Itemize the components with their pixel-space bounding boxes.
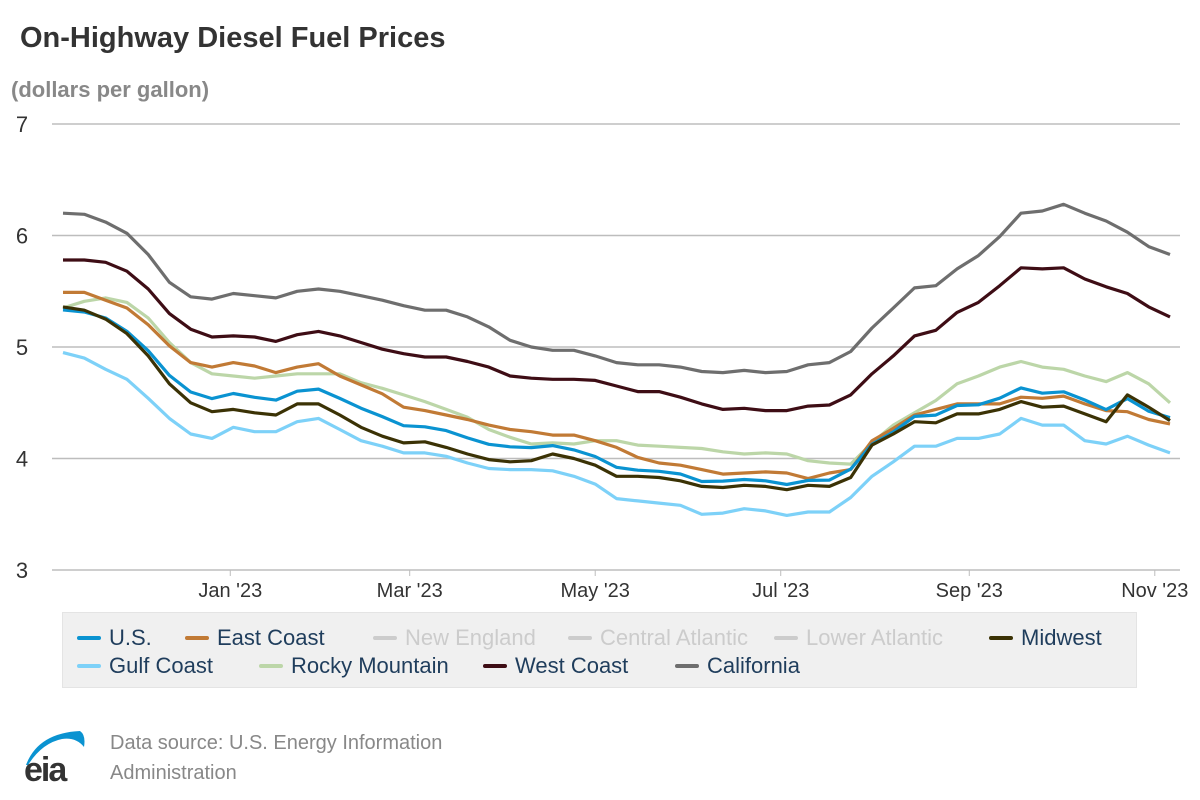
series-line-u-s xyxy=(62,308,1171,487)
data-source-line1: Data source: U.S. Energy Information xyxy=(110,732,443,754)
legend-item-east-coast[interactable]: East Coast xyxy=(185,625,325,651)
legend-swatch xyxy=(675,664,699,668)
legend-item-new-england[interactable]: New England xyxy=(373,625,536,651)
legend-swatch xyxy=(259,664,283,668)
legend-swatch xyxy=(77,636,101,640)
legend-swatch xyxy=(483,664,507,668)
series-lines xyxy=(62,202,1172,518)
legend-label: California xyxy=(707,653,800,678)
legend-label: Lower Atlantic xyxy=(806,625,943,650)
legend-label: Central Atlantic xyxy=(600,625,748,650)
legend-item-lower-atlantic[interactable]: Lower Atlantic xyxy=(774,625,943,651)
legend-label: West Coast xyxy=(515,653,629,678)
legend-label: Rocky Mountain xyxy=(291,653,449,678)
x-tick-label: Nov '23 xyxy=(1121,580,1188,602)
svg-text:eia: eia xyxy=(24,751,68,785)
legend-item-rocky-mountain[interactable]: Rocky Mountain xyxy=(259,653,449,679)
legend-swatch xyxy=(568,636,592,640)
legend: U.S. East Coast New England Central Atla… xyxy=(62,612,1137,688)
legend-item-west-coast[interactable]: West Coast xyxy=(483,653,628,679)
legend-label: East Coast xyxy=(217,625,325,650)
y-tick-label: 6 xyxy=(16,224,28,249)
y-tick-label: 4 xyxy=(16,447,28,472)
legend-item-california[interactable]: California xyxy=(675,653,800,679)
x-tick-label: Jul '23 xyxy=(752,580,809,602)
legend-item-midwest[interactable]: Midwest xyxy=(989,625,1102,651)
legend-label: Gulf Coast xyxy=(109,653,213,678)
y-tick-label: 5 xyxy=(16,335,28,360)
line-chart: 3 4 5 6 7 Jan '23 Mar '23 May '23 Jul '23 Sep '2… xyxy=(16,112,1189,602)
y-tick-label: 3 xyxy=(16,558,28,583)
x-tick-label: Jan '23 xyxy=(198,580,262,602)
legend-label: New England xyxy=(405,625,536,650)
data-source-line2: Administration xyxy=(110,762,237,784)
legend-item-us[interactable]: U.S. xyxy=(77,625,152,651)
legend-label: Midwest xyxy=(1021,625,1102,650)
y-axis-unit-label: (dollars per gallon) xyxy=(11,77,210,102)
x-axis-ticks: Jan '23 Mar '23 May '23 Jul '23 Sep '23 Nov '… xyxy=(198,570,1188,602)
legend-item-gulf-coast[interactable]: Gulf Coast xyxy=(77,653,213,679)
x-tick-label: Mar '23 xyxy=(377,580,443,602)
gridlines xyxy=(52,123,1180,571)
y-tick-label: 7 xyxy=(16,112,28,137)
series-line-west-coast xyxy=(63,258,1171,413)
data-source: Data source: U.S. Energy Information Adm… xyxy=(110,728,442,788)
legend-item-central-atlantic[interactable]: Central Atlantic xyxy=(568,625,748,651)
series-line-midwest xyxy=(62,305,1171,492)
legend-swatch xyxy=(77,664,101,668)
series-line-rocky-mountain xyxy=(62,296,1172,466)
x-tick-label: Sep '23 xyxy=(936,580,1003,602)
series-line-gulf-coast xyxy=(62,351,1171,518)
legend-swatch xyxy=(185,636,209,640)
y-axis-ticks: 3 4 5 6 7 xyxy=(16,112,28,583)
chart-title: On-Highway Diesel Fuel Prices xyxy=(20,22,446,54)
series-line-california xyxy=(62,202,1171,375)
eia-logo: eia xyxy=(24,731,85,785)
legend-swatch xyxy=(774,636,798,640)
legend-swatch xyxy=(989,636,1013,640)
x-tick-label: May '23 xyxy=(561,580,630,602)
legend-swatch xyxy=(373,636,397,640)
legend-label: U.S. xyxy=(109,625,152,650)
